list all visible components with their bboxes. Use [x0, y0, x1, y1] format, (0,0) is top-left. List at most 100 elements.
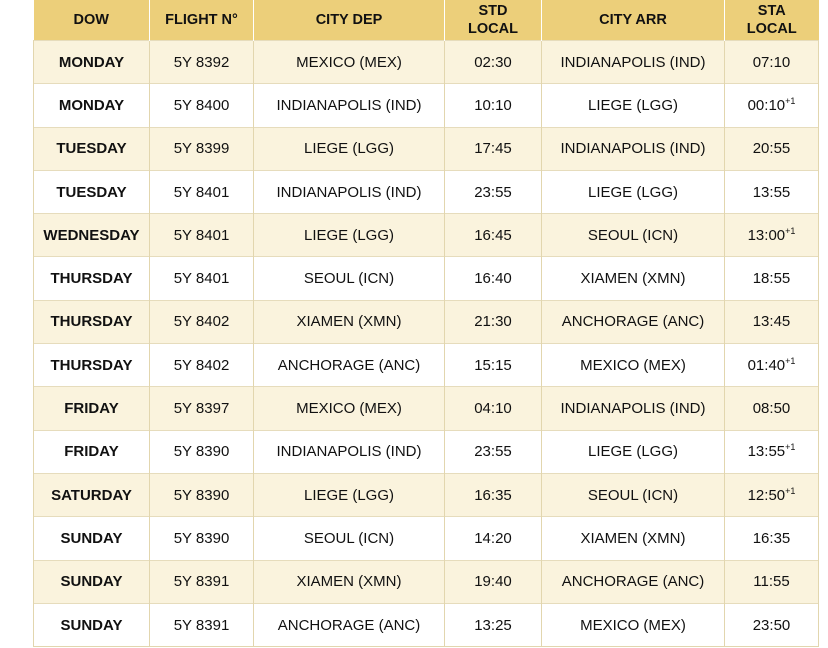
- header-label: CITY DEP: [315, 12, 383, 28]
- cell-city-arr-value: LIEGE (LGG): [587, 443, 679, 461]
- cell-city-arr: XIAMEN (XMN): [541, 516, 725, 561]
- cell-std-local-value: 16:35: [474, 486, 512, 504]
- cell-city-arr-value: INDIANAPOLIS (IND): [560, 140, 706, 158]
- cell-std-local: 16:45: [444, 213, 542, 257]
- cell-std-local-value: 23:55: [474, 183, 512, 201]
- cell-flight-number: 5Y 8390: [149, 516, 254, 561]
- cell-std-local: 16:35: [444, 472, 542, 517]
- cell-city-arr-value: INDIANAPOLIS (IND): [560, 400, 706, 418]
- cell-dow: TUESDAY: [33, 126, 150, 171]
- cell-flight-number: 5Y 8390: [149, 472, 254, 517]
- cell-flight-number-value: 5Y 8402: [173, 356, 230, 374]
- cell-city-dep: XIAMEN (XMN): [253, 299, 445, 344]
- cell-dow: WEDNESDAY: [33, 213, 150, 257]
- cell-city-arr-value: ANCHORAGE (ANC): [561, 573, 705, 591]
- cell-city-dep-value: SEOUL (ICN): [303, 270, 395, 288]
- cell-city-arr: SEOUL (ICN): [541, 213, 725, 257]
- cell-city-dep: INDIANAPOLIS (IND): [253, 169, 445, 214]
- cell-flight-number-value: 5Y 8391: [173, 573, 230, 591]
- cell-sta-local: 08:50: [724, 386, 819, 431]
- cell-city-dep: ANCHORAGE (ANC): [253, 343, 445, 387]
- cell-flight-number: 5Y 8402: [149, 299, 254, 344]
- cell-city-arr: MEXICO (MEX): [541, 602, 725, 648]
- cell-flight-number-value: 5Y 8401: [173, 226, 230, 244]
- cell-std-local: 23:55: [444, 169, 542, 214]
- cell-sta-local: 13:00+1: [724, 213, 819, 257]
- cell-city-dep-value: LIEGE (LGG): [303, 140, 395, 158]
- cell-city-dep-value: LIEGE (LGG): [303, 226, 395, 244]
- next-day-marker: +1: [785, 225, 796, 236]
- cell-city-arr-value: XIAMEN (XMN): [580, 270, 686, 288]
- cell-sta-local-value: 13:00: [747, 226, 786, 244]
- table-row: THURSDAY 5Y 8401 SEOUL (ICN) 16:40 XIAMEN (X…: [33, 256, 819, 301]
- cell-sta-local-value: 07:10: [752, 53, 791, 71]
- cell-dow: THURSDAY: [33, 343, 150, 387]
- header-label: STD: [478, 3, 508, 19]
- cell-city-dep: LIEGE (LGG): [253, 213, 445, 257]
- cell-city-arr: SEOUL (ICN): [541, 472, 725, 517]
- cell-city-arr-value: MEXICO (MEX): [580, 356, 686, 374]
- cell-std-local-value: 17:45: [474, 140, 512, 158]
- cell-flight-number: 5Y 8399: [149, 126, 254, 171]
- cell-city-dep-value: XIAMEN (XMN): [296, 573, 402, 591]
- cell-dow-value: SUNDAY: [60, 529, 123, 547]
- cell-std-local-value: 19:40: [474, 573, 512, 591]
- table-row: SUNDAY 5Y 8391 XIAMEN (XMN) 19:40 ANCHORAGE …: [33, 559, 819, 604]
- cell-sta-local-value: 01:40: [747, 356, 786, 374]
- header-label-line2: LOCAL: [746, 21, 797, 37]
- cell-dow-value: THURSDAY: [50, 270, 133, 288]
- cell-sta-local: 00:10+1: [724, 83, 819, 128]
- cell-dow-value: TUESDAY: [56, 140, 127, 158]
- cell-flight-number: 5Y 8401: [149, 213, 254, 257]
- header-label-line2: LOCAL: [468, 21, 518, 37]
- cell-city-arr: ANCHORAGE (ANC): [541, 299, 725, 344]
- next-day-marker: +1: [785, 442, 796, 453]
- cell-std-local: 21:30: [444, 299, 542, 344]
- cell-city-dep: MEXICO (MEX): [253, 39, 445, 84]
- cell-flight-number-value: 5Y 8401: [173, 183, 230, 201]
- table-row: FRIDAY 5Y 8397 MEXICO (MEX) 04:10 INDIANAPOL…: [33, 386, 819, 431]
- cell-dow-value: MONDAY: [58, 96, 125, 114]
- cell-sta-local: 18:55: [724, 256, 819, 301]
- header-dow: DOW: [33, 0, 150, 41]
- header-label: FLIGHT N°: [165, 12, 238, 28]
- cell-city-dep-value: INDIANAPOLIS (IND): [276, 183, 422, 201]
- cell-city-dep-value: SEOUL (ICN): [303, 529, 395, 547]
- cell-sta-local: 16:35: [724, 516, 819, 561]
- cell-dow-value: FRIDAY: [64, 443, 119, 461]
- cell-dow: THURSDAY: [33, 256, 150, 301]
- cell-std-local-value: 15:15: [474, 356, 512, 374]
- cell-dow: MONDAY: [33, 39, 150, 84]
- table-row: SUNDAY 5Y 8390 SEOUL (ICN) 14:20 XIAMEN (XMN…: [33, 516, 819, 561]
- cell-city-dep: INDIANAPOLIS (IND): [253, 429, 445, 474]
- header-label: CITY ARR: [599, 12, 667, 28]
- cell-sta-local-value: 00:10: [747, 96, 786, 114]
- cell-std-local: 02:30: [444, 39, 542, 84]
- table-row: SATURDAY 5Y 8390 LIEGE (LGG) 16:35 SEOUL (IC…: [33, 472, 819, 517]
- cell-city-arr-value: XIAMEN (XMN): [580, 529, 686, 547]
- cell-city-arr-value: SEOUL (ICN): [587, 226, 679, 244]
- cell-sta-local-value: 20:55: [752, 140, 791, 158]
- cell-flight-number-value: 5Y 8391: [173, 616, 230, 634]
- cell-city-dep-value: MEXICO (MEX): [296, 400, 402, 418]
- cell-std-local: 16:40: [444, 256, 542, 301]
- table-header: DOW FLIGHT N° CITY DEP STD LOCAL CITY ARR STA L…: [33, 0, 819, 41]
- table-row: THURSDAY 5Y 8402 XIAMEN (XMN) 21:30 ANCHORAG…: [33, 299, 819, 344]
- cell-dow-value: WEDNESDAY: [43, 226, 140, 244]
- cell-city-dep: LIEGE (LGG): [253, 126, 445, 171]
- cell-std-local-value: 16:40: [474, 270, 512, 288]
- cell-dow: FRIDAY: [33, 386, 150, 431]
- cell-city-arr-value: ANCHORAGE (ANC): [561, 313, 705, 331]
- cell-flight-number: 5Y 8391: [149, 559, 254, 604]
- cell-flight-number: 5Y 8392: [149, 39, 254, 84]
- cell-city-arr: INDIANAPOLIS (IND): [541, 39, 725, 84]
- cell-std-local-value: 21:30: [474, 313, 512, 331]
- header-label: DOW: [73, 12, 109, 28]
- cell-std-local: 17:45: [444, 126, 542, 171]
- cell-city-dep: INDIANAPOLIS (IND): [253, 83, 445, 128]
- cell-flight-number-value: 5Y 8392: [173, 53, 230, 71]
- cell-flight-number-value: 5Y 8401: [173, 270, 230, 288]
- cell-sta-local: 13:45: [724, 299, 819, 344]
- header-std-local: STD LOCAL: [444, 0, 542, 41]
- cell-flight-number-value: 5Y 8402: [173, 313, 230, 331]
